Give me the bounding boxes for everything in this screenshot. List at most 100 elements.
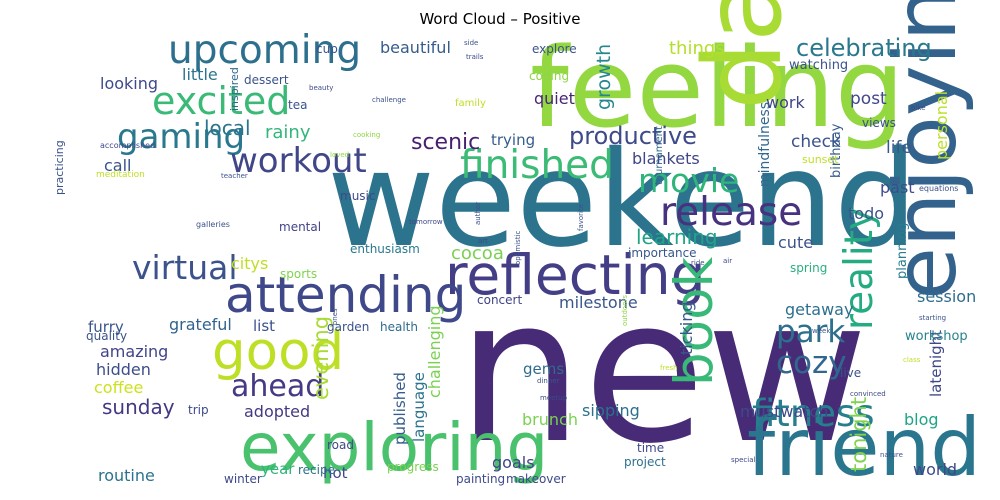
word-day: day <box>682 0 806 110</box>
word-enjoying: enjoying <box>876 0 976 300</box>
word-mindfulness: mindfulness <box>757 102 773 187</box>
word-tournament: tournament <box>654 126 665 185</box>
word-trails: trails <box>466 53 484 61</box>
word-brunch: brunch <box>522 410 578 429</box>
word-work: work <box>766 93 805 112</box>
word-reality: reality <box>837 207 882 330</box>
word-grateful: grateful <box>169 315 232 334</box>
word-evening: evening <box>309 316 333 400</box>
word-mustwatch: mustwatch <box>740 402 828 421</box>
word-sunset: sunset <box>802 153 839 166</box>
word-goals: goals <box>492 453 535 472</box>
word-milestone: milestone <box>559 293 638 312</box>
word-workout: workout <box>230 141 367 181</box>
word-ones: ones <box>331 308 339 325</box>
word-release: release <box>660 190 802 235</box>
word-exploring: exploring <box>240 409 548 486</box>
word-optimistic: optimistic <box>514 230 522 265</box>
word-watching: watching <box>789 58 848 73</box>
word-challenging: challenging <box>425 305 444 398</box>
word-upcoming: upcoming <box>168 28 361 73</box>
word-dinner: dinner <box>537 377 560 385</box>
word-teacher: teacher <box>221 172 248 180</box>
word-session: session <box>917 287 976 306</box>
word-ride: ride <box>691 259 705 267</box>
word-virtual: virtual <box>132 248 238 287</box>
word-live: live <box>840 366 861 380</box>
word-meetup: meetup <box>540 394 568 402</box>
word-recipe: recipe <box>298 463 335 477</box>
word-family: family <box>455 98 486 109</box>
word-dessert: dessert <box>244 73 289 87</box>
word-health: health <box>380 320 418 334</box>
word-starting: starting <box>919 314 946 322</box>
word-importance: importance <box>628 246 697 260</box>
word-air: air <box>723 257 732 265</box>
word-loved: loved <box>330 151 349 159</box>
word-cooking: cooking <box>353 131 380 139</box>
word-furry: furry <box>88 318 124 336</box>
word-coffee: coffee <box>94 378 143 397</box>
word-quiet: quiet <box>534 89 575 108</box>
word-language: language <box>410 372 428 442</box>
word-beauty: beauty <box>309 84 333 92</box>
word-feeling: feeling <box>530 24 905 152</box>
word-progress: progress <box>387 460 439 474</box>
word-routine: routine <box>98 466 155 485</box>
word-hidden: hidden <box>96 360 151 379</box>
word-cup: cup <box>316 42 338 56</box>
word-world: world <box>913 460 957 479</box>
word-explore: explore <box>532 42 577 56</box>
word-list: list <box>253 317 275 335</box>
word-side: side <box>464 39 478 47</box>
word-makeover: makeover <box>506 472 566 486</box>
word-getaway: getaway <box>785 300 853 319</box>
word-views: views <box>862 116 896 130</box>
word-cozy: cozy <box>776 345 847 381</box>
word-attending: attending <box>225 266 466 324</box>
word-things: things <box>669 38 725 59</box>
word-hot: hot <box>323 464 348 482</box>
word-winter: winter <box>224 472 262 486</box>
word-celebrating: celebrating <box>796 34 932 62</box>
word-beautiful: beautiful <box>380 38 451 57</box>
word-trip: trip <box>188 403 209 417</box>
word-quality: quality <box>86 329 127 343</box>
word-looking: looking <box>100 74 158 93</box>
word-special: special <box>731 456 755 464</box>
word-growth: growth <box>593 44 615 110</box>
word-published: published <box>391 372 409 445</box>
word-check: check <box>791 132 841 152</box>
word-fresh: fresh <box>660 364 678 372</box>
word-ticking: ticking <box>677 301 696 355</box>
word-todo: todo <box>848 204 884 223</box>
word-blog: blog <box>904 410 939 429</box>
word-book: book <box>664 257 725 386</box>
word-local: local <box>204 116 251 140</box>
word-bike: bike <box>911 104 926 112</box>
word-post: post <box>850 89 887 109</box>
word-ahead: ahead <box>231 369 324 404</box>
word-road: road <box>327 438 354 452</box>
word-good: good <box>212 321 344 382</box>
word-music: music <box>340 189 375 203</box>
word-inspired: inspired <box>228 67 241 111</box>
word-gems: gems <box>523 360 564 378</box>
word-excited: excited <box>152 79 290 123</box>
word-garden: garden <box>327 320 369 334</box>
word-cocoa: cocoa <box>451 243 504 264</box>
word-life: life <box>886 138 912 158</box>
word-galleries: galleries <box>196 220 230 229</box>
word-practicing: practicing <box>53 140 66 195</box>
word-time: time <box>637 441 664 455</box>
word-outdoors: outdoors <box>621 295 629 326</box>
word-author: author <box>474 202 482 225</box>
word-call: call <box>104 156 132 175</box>
word-enthusiasm: enthusiasm <box>350 242 420 256</box>
word-park: park <box>776 314 845 350</box>
word-blankets: blankets <box>632 149 700 168</box>
word-year: year <box>261 460 295 478</box>
word-concert: concert <box>477 293 522 307</box>
word-convinced: convinced <box>850 390 886 398</box>
